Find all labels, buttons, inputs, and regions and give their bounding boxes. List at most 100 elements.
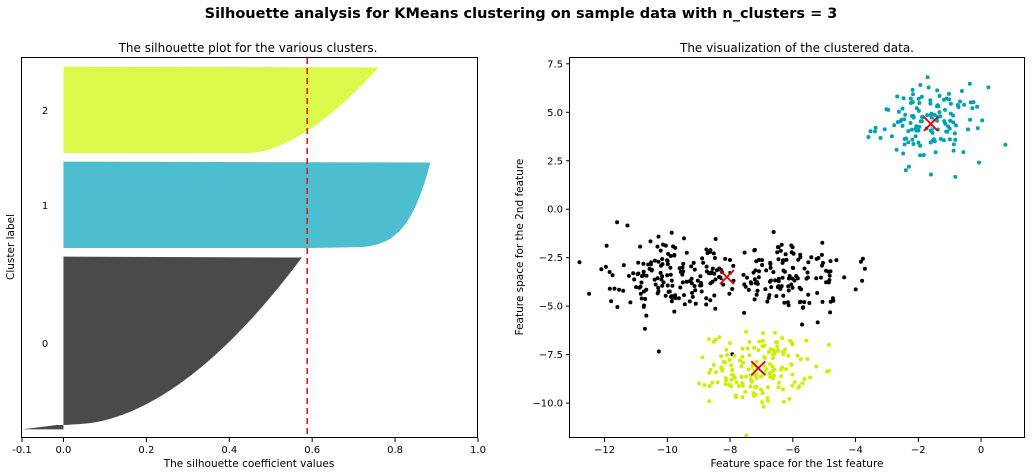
scatter-point-cluster-1: [918, 83, 923, 87]
silhouette-plot-frame: [21, 57, 478, 438]
scatter-point-cluster-1: [882, 127, 887, 132]
scatter-point-cluster-1: [929, 172, 933, 177]
scatter-point-cluster-2: [754, 384, 759, 389]
scatter-point-cluster-0: [776, 279, 781, 284]
scatter-point-cluster-0: [748, 280, 753, 285]
scatter-point-cluster-1: [966, 127, 970, 132]
scatter-point-cluster-0: [789, 250, 794, 255]
scatter-point-cluster-0: [826, 269, 831, 274]
scatter-point-cluster-0: [765, 299, 770, 304]
scatter-point-cluster-0: [768, 260, 773, 265]
scatter-point-cluster-0: [682, 236, 686, 241]
scatter-point-cluster-2: [737, 358, 742, 363]
scatter-point-cluster-2: [741, 360, 746, 365]
scatter-point-cluster-0: [806, 260, 811, 265]
scatter-xtick-label: −6: [785, 445, 800, 456]
scatter-point-cluster-0: [781, 258, 785, 263]
scatter-point-cluster-1: [932, 113, 937, 117]
scatter-point-cluster-0: [660, 274, 665, 279]
scatter-point-cluster-0: [704, 302, 709, 307]
scatter-point-cluster-2: [708, 367, 713, 372]
scatter-point-cluster-0: [577, 260, 582, 265]
scatter-point-cluster-0: [752, 247, 757, 252]
scatter-point-cluster-1: [886, 107, 891, 112]
scatter-point-cluster-1: [908, 121, 913, 125]
scatter-point-cluster-1: [895, 94, 900, 99]
scatter-point-cluster-1: [947, 91, 951, 96]
scatter-point-cluster-1: [1003, 142, 1008, 147]
scatter-point-cluster-0: [819, 252, 824, 257]
scatter-point-cluster-2: [720, 368, 725, 373]
scatter-ytick-label: 0.0: [547, 205, 563, 216]
scatter-point-cluster-0: [782, 300, 787, 305]
scatter-point-cluster-0: [797, 285, 802, 290]
scatter-point-cluster-0: [684, 279, 689, 284]
scatter-point-cluster-0: [669, 278, 674, 283]
scatter-point-cluster-0: [796, 257, 801, 262]
scatter-point-cluster-2: [770, 376, 775, 381]
scatter-point-cluster-0: [672, 253, 677, 258]
scatter-point-cluster-0: [610, 273, 615, 278]
scatter-point-cluster-2: [762, 355, 767, 359]
silhouette-cluster-0-area: [22, 256, 302, 430]
scatter-point-cluster-1: [951, 148, 956, 153]
scatter-point-cluster-1: [948, 101, 953, 106]
scatter-point-cluster-0: [775, 250, 780, 255]
scatter-point-cluster-2: [697, 381, 702, 386]
scatter-point-cluster-1: [932, 138, 937, 143]
scatter-point-cluster-2: [745, 346, 750, 351]
scatter-point-cluster-2: [762, 343, 767, 348]
centroid-marker-2: [750, 360, 766, 376]
scatter-point-cluster-0: [647, 266, 652, 271]
scatter-point-cluster-1: [900, 106, 905, 111]
scatter-point-cluster-0: [828, 259, 833, 264]
scatter-point-cluster-0: [746, 287, 751, 292]
scatter-point-cluster-2: [714, 370, 719, 375]
scatter-point-cluster-2: [776, 385, 781, 390]
scatter-point-cluster-2: [781, 387, 785, 392]
scatter-point-cluster-0: [692, 267, 697, 272]
scatter-point-cluster-1: [935, 88, 940, 93]
scatter-point-cluster-1: [958, 99, 962, 104]
scatter-point-cluster-1: [935, 103, 940, 108]
scatter-point-cluster-2: [760, 400, 765, 405]
scatter-point-cluster-0: [680, 280, 685, 285]
scatter-point-cluster-0: [774, 294, 779, 299]
scatter-point-cluster-2: [765, 396, 770, 401]
scatter-point-cluster-2: [729, 363, 734, 368]
scatter-ytick-label: −2.5: [539, 253, 563, 264]
scatter-point-cluster-0: [672, 309, 677, 314]
scatter-ytick-label: −5.0: [539, 302, 563, 313]
centroid-marker-1: [923, 116, 939, 132]
scatter-point-cluster-0: [764, 268, 769, 273]
scatter-point-cluster-0: [862, 266, 867, 271]
scatter-plot-frame: [569, 57, 1025, 438]
scatter-point-cluster-0: [713, 277, 718, 282]
scatter-point-cluster-0: [615, 305, 620, 309]
scatter-point-cluster-0: [705, 251, 710, 256]
scatter-point-cluster-1: [925, 75, 930, 80]
scatter-point-cluster-1: [970, 106, 975, 111]
scatter-point-cluster-0: [786, 288, 791, 293]
scatter-point-cluster-2: [747, 339, 752, 344]
scatter-point-cluster-0: [704, 296, 709, 301]
scatter-point-cluster-1: [916, 96, 921, 101]
scatter-point-cluster-2: [759, 374, 764, 379]
scatter-point-cluster-2: [729, 384, 734, 389]
scatter-point-cluster-1: [959, 89, 964, 93]
scatter-point-cluster-1: [917, 101, 922, 105]
scatter-point-cluster-2: [744, 329, 749, 334]
scatter-point-cluster-0: [652, 277, 657, 282]
scatter-point-cluster-1: [910, 114, 914, 118]
scatter-point-cluster-0: [743, 284, 748, 289]
scatter-point-cluster-0: [814, 276, 819, 281]
scatter-point-cluster-0: [828, 310, 833, 315]
scatter-point-cluster-0: [642, 326, 647, 331]
scatter-point-cluster-1: [918, 143, 923, 148]
silhouette-cluster-label-1: 1: [42, 201, 48, 212]
scatter-ytick-label: −10.0: [532, 399, 563, 410]
scatter-point-cluster-0: [644, 273, 649, 278]
scatter-ytick-label: −7.5: [539, 350, 563, 361]
scatter-point-cluster-2: [717, 335, 722, 340]
